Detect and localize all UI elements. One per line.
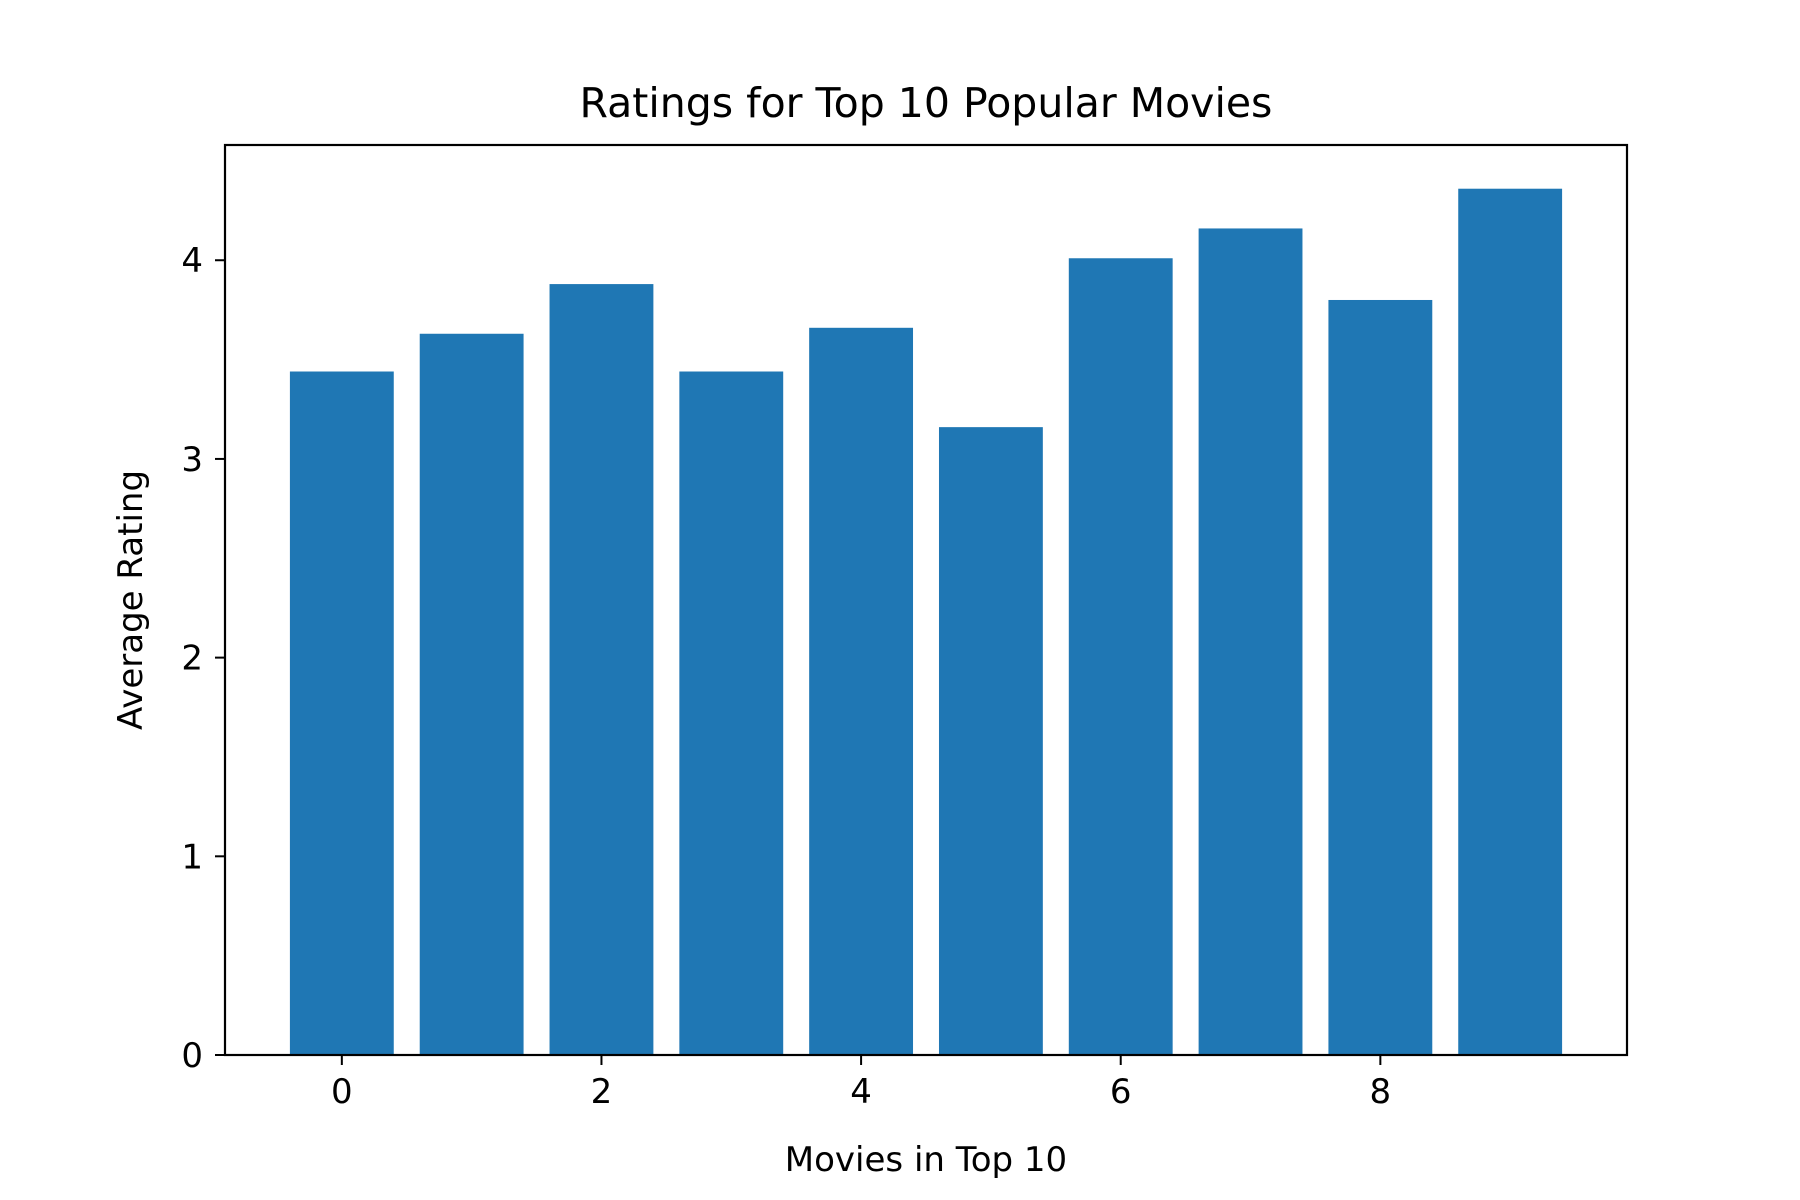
plot-frame xyxy=(223,143,1629,1057)
y-tick-label-3: 3 xyxy=(181,440,203,480)
x-axis-label: Movies in Top 10 xyxy=(785,1140,1067,1180)
y-tick-label-2: 2 xyxy=(181,639,203,679)
bar-3 xyxy=(679,371,784,1055)
y-axis-ticks: 0 1 2 3 4 xyxy=(181,241,225,1076)
bar-5 xyxy=(938,427,1043,1055)
bar-4 xyxy=(809,327,914,1055)
x-tick-label-4: 4 xyxy=(850,1072,872,1112)
bar-1 xyxy=(419,333,524,1055)
y-tick-label-1: 1 xyxy=(181,837,203,877)
x-tick-label-2: 2 xyxy=(591,1072,613,1112)
bars-group xyxy=(289,188,1563,1056)
x-tick-label-0: 0 xyxy=(331,1072,353,1112)
y-tick-label-0: 0 xyxy=(181,1036,203,1076)
y-tick-label-4: 4 xyxy=(181,241,203,281)
chart-title: Ratings for Top 10 Popular Movies xyxy=(580,79,1273,127)
bar-9 xyxy=(1458,188,1563,1055)
x-axis-ticks: 0 2 4 6 8 xyxy=(331,1055,1391,1112)
y-axis-label: Average Rating xyxy=(111,470,151,730)
x-tick-label-8: 8 xyxy=(1370,1072,1392,1112)
bar-8 xyxy=(1328,299,1433,1056)
bar-7 xyxy=(1198,228,1303,1056)
bar-6 xyxy=(1068,258,1173,1055)
bar-2 xyxy=(549,284,654,1055)
bar-0 xyxy=(289,371,394,1055)
x-tick-label-6: 6 xyxy=(1110,1072,1132,1112)
